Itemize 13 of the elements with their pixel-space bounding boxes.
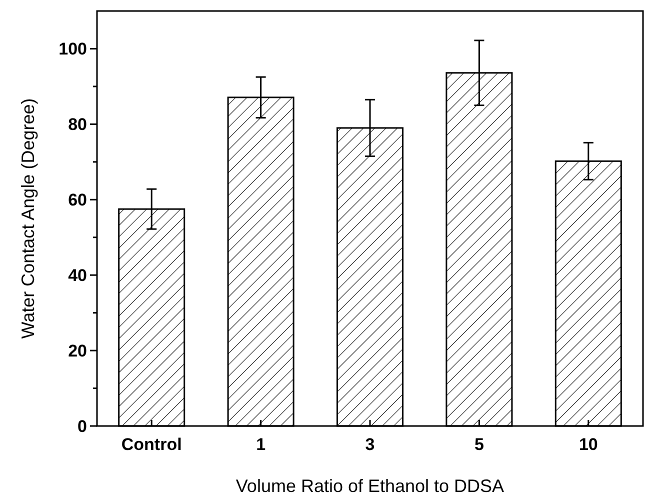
- x-tick-label: 3: [365, 435, 375, 454]
- x-tick-label: 5: [474, 435, 484, 454]
- x-tick-label: 1: [256, 435, 266, 454]
- y-tick-label: 100: [58, 40, 87, 59]
- y-tick-label: 0: [78, 416, 87, 436]
- y-tick-label: 40: [68, 266, 87, 286]
- y-tick-label: 80: [68, 115, 87, 134]
- x-tick-label: Control: [121, 435, 182, 454]
- x-axis-title: Volume Ratio of Ethanol to DDSA: [236, 476, 504, 496]
- x-tick-label: 10: [578, 435, 598, 454]
- y-tick-label: 60: [68, 190, 87, 210]
- y-axis-title: Water Contact Angle (Degree): [18, 98, 38, 339]
- y-tick-label: 20: [68, 341, 87, 360]
